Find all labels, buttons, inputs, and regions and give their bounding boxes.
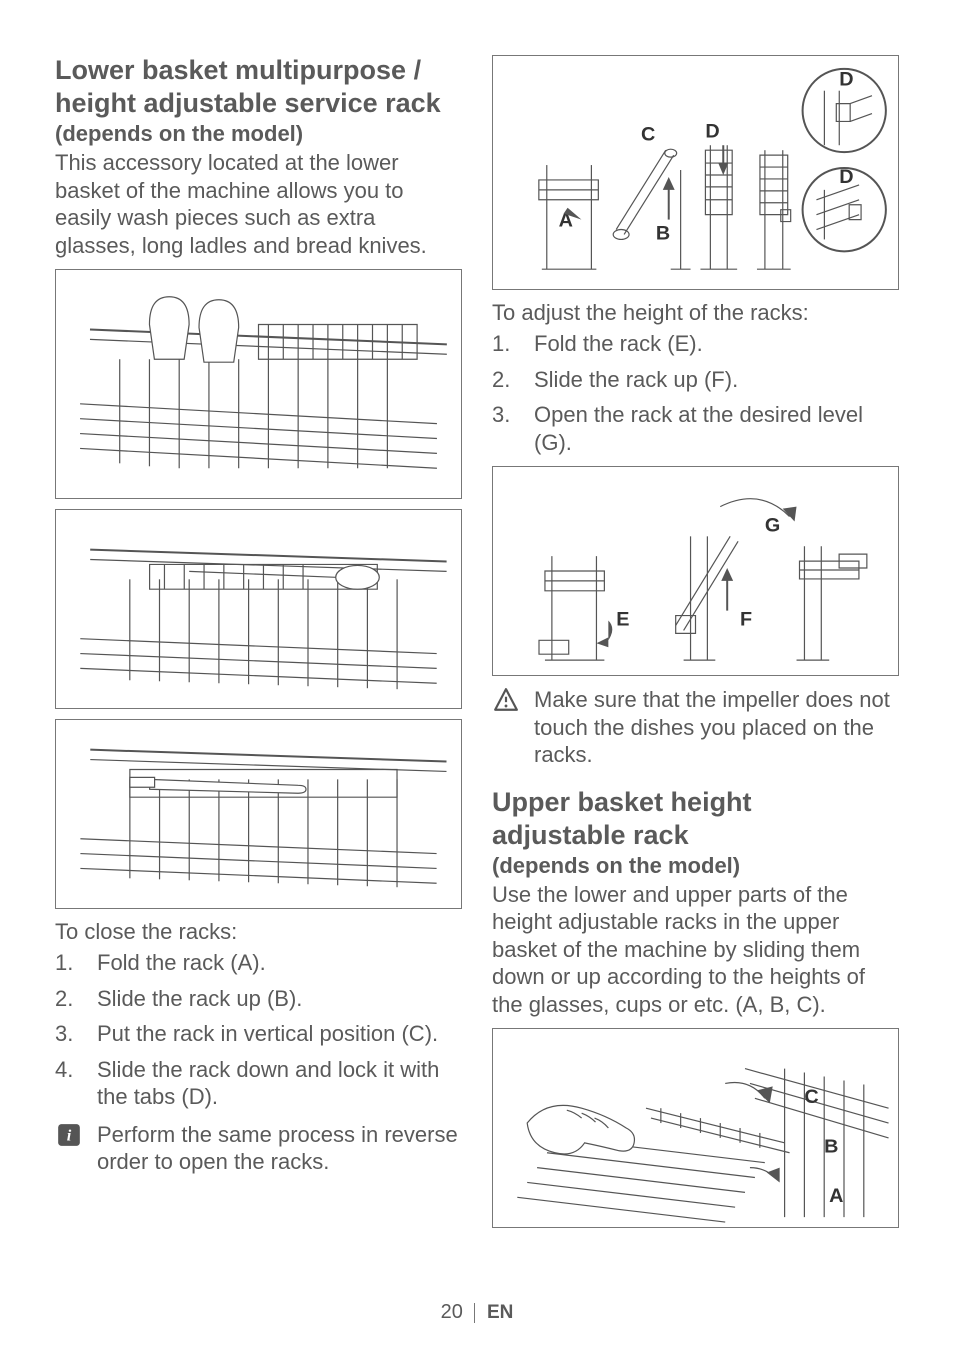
close-step-3: Put the rack in vertical position (C). — [55, 1020, 462, 1048]
close-step-2: Slide the rack up (B). — [55, 985, 462, 1013]
figure-lower-basket-knives — [55, 719, 462, 909]
figure-lower-basket-cups — [55, 269, 462, 499]
svg-text:B: B — [824, 1136, 838, 1158]
right-section-title-line2: adjustable rack — [492, 820, 899, 851]
svg-text:G: G — [765, 514, 780, 536]
svg-text:F: F — [740, 608, 752, 630]
svg-text:D: D — [839, 69, 853, 91]
close-racks-steps: Fold the rack (A). Slide the rack up (B)… — [55, 949, 462, 1111]
left-subtitle: (depends on the model) — [55, 121, 462, 147]
info-note-row: i Perform the same process in reverse or… — [55, 1121, 462, 1176]
page-number: 20 — [441, 1301, 463, 1323]
svg-text:D: D — [705, 120, 719, 142]
figure-upper-basket-abc: C B A — [492, 1028, 899, 1228]
right-paragraph: Use the lower and upper parts of the hei… — [492, 881, 899, 1019]
warning-icon — [492, 686, 520, 714]
svg-text:A: A — [829, 1185, 843, 1207]
svg-text:D: D — [839, 166, 853, 188]
left-section-title-line2: height adjustable service rack — [55, 88, 462, 119]
info-note-text: Perform the same process in reverse orde… — [93, 1121, 462, 1176]
right-section-title-line1: Upper basket height — [492, 787, 899, 818]
adjust-step-2: Slide the rack up (F). — [492, 366, 899, 394]
svg-text:E: E — [616, 608, 629, 630]
close-step-4: Slide the rack down and lock it with the… — [55, 1056, 462, 1111]
adjust-step-3: Open the rack at the desired level (G). — [492, 401, 899, 456]
page-footer: 20 EN — [0, 1301, 954, 1324]
footer-language: EN — [487, 1302, 513, 1323]
adjust-steps: Fold the rack (E). Slide the rack up (F)… — [492, 330, 899, 456]
left-intro-paragraph: This accessory located at the lower bask… — [55, 149, 462, 259]
svg-text:C: C — [804, 1086, 818, 1108]
adjust-intro: To adjust the height of the racks: — [492, 300, 899, 326]
svg-text:B: B — [656, 222, 670, 244]
figure-rack-abcd: A C B D — [492, 55, 899, 290]
info-icon: i — [55, 1121, 83, 1149]
svg-text:C: C — [641, 123, 655, 145]
adjust-step-1: Fold the rack (E). — [492, 330, 899, 358]
svg-text:i: i — [67, 1126, 72, 1144]
figure-rack-efg: E F G — [492, 466, 899, 676]
close-racks-intro: To close the racks: — [55, 919, 462, 945]
figure-lower-basket-ladle — [55, 509, 462, 709]
left-section-title-line1: Lower basket multipurpose / — [55, 55, 462, 86]
footer-divider — [474, 1303, 475, 1323]
close-step-1: Fold the rack (A). — [55, 949, 462, 977]
warning-note-text: Make sure that the impeller does not tou… — [530, 686, 899, 769]
right-subtitle: (depends on the model) — [492, 853, 899, 879]
warning-note-row: Make sure that the impeller does not tou… — [492, 686, 899, 769]
